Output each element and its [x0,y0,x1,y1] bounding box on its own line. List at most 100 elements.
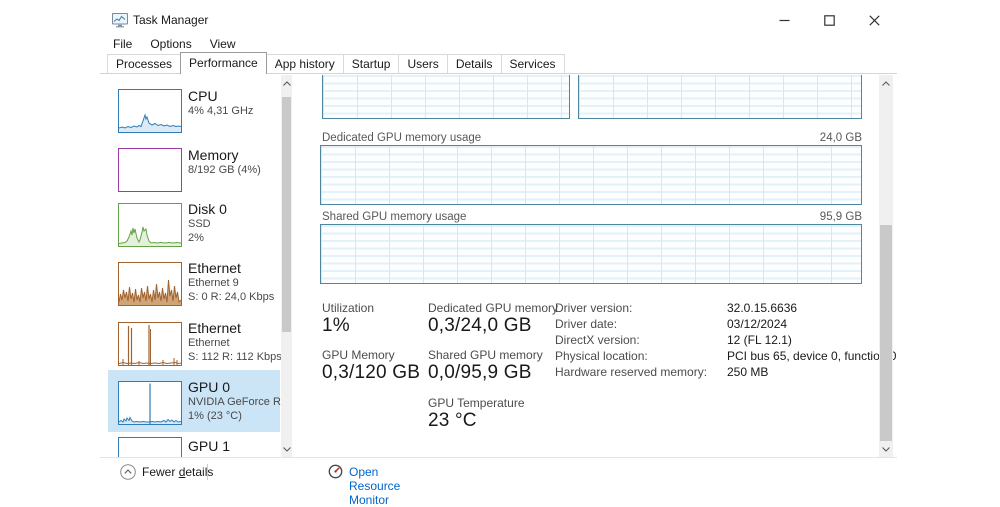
sidebar-scroll-down-icon[interactable] [281,441,292,457]
sidebar-ethernet-name: Ethernet [188,337,230,349]
maximize-button[interactable] [807,6,852,34]
shared-memory-graph [320,224,862,284]
gpu-temperature-label: GPU Temperature [428,396,525,410]
main-scroll-thumb[interactable] [880,225,892,441]
task-manager-window: Task Manager File Options View Processes… [100,6,897,507]
dedicated-memory-header: Dedicated GPU memory usage 24,0 GB [322,132,862,144]
dedicated-memory-label: Dedicated GPU memory usage [322,132,482,144]
sidebar-item-disk0[interactable]: Disk 0 SSD 2% [108,201,280,259]
driver-version-row: Driver version: 32.0.15.6636 [555,301,797,315]
shared-memory-max: 95,9 GB [819,211,862,223]
shared-gpu-memory-label: Shared GPU memory [428,348,543,362]
ethernet9-sparkline [118,262,182,306]
shared-memory-header: Shared GPU memory usage 95,9 GB [322,211,862,223]
memory-sparkline [118,148,182,192]
directx-version-label: DirectX version: [555,333,640,347]
sidebar-memory-stats: 8/192 GB (4%) [188,164,261,176]
sidebar-ethernet9-rate: S: 0 R: 24,0 Kbps [188,290,275,303]
sidebar-scroll-thumb[interactable] [282,97,291,332]
gpu1-sparkline [118,437,182,457]
main-scroll-down-icon[interactable] [879,441,893,457]
cpu-sparkline [118,89,182,133]
dedicated-gpu-memory-label: Dedicated GPU memory [428,301,559,315]
tab-app-history[interactable]: App history [265,54,344,73]
utilization-value: 1% [322,315,350,336]
sidebar-disk-usage: 2% [188,231,204,244]
sidebar-cpu-stats: 4% 4,31 GHz [188,105,254,117]
close-icon [869,14,880,26]
footer-bar: Fewer details Open Resource Monitor [100,462,897,507]
sidebar-item-memory[interactable]: Memory 8/192 GB (4%) [108,146,280,204]
fewer-details-button[interactable]: Fewer details [108,462,328,484]
menu-file[interactable]: File [113,37,133,51]
gpu-memory-label: GPU Memory [322,348,395,362]
gpu-engine-graph-right [578,75,862,119]
sidebar-ethernet-rate: S: 112 R: 112 Kbps [188,350,282,363]
open-resource-monitor-link[interactable]: Open Resource Monitor [212,462,402,507]
sidebar-item-gpu0[interactable]: GPU 0 NVIDIA GeForce R... 1% (23 °C) [108,370,291,432]
footer-separator [207,464,208,480]
driver-version-value: 32.0.15.6636 [727,301,798,315]
physical-location-value: PCI bus 65, device 0, function 0 [727,349,897,363]
chevron-up-circle-icon [120,464,136,480]
sidebar-disk-title: Disk 0 [188,201,227,217]
maximize-icon [824,14,835,26]
tab-strip: Processes Performance App history Startu… [100,52,897,74]
footer-divider [100,457,897,458]
sidebar-item-ethernet9[interactable]: Ethernet Ethernet 9 S: 0 R: 24,0 Kbps [108,260,280,318]
sidebar-gpu0-name: NVIDIA GeForce R... [188,396,291,408]
sidebar-item-cpu[interactable]: CPU 4% 4,31 GHz [108,87,280,145]
tab-processes[interactable]: Processes [107,54,182,73]
sidebar-gpu0-title: GPU 0 [188,379,231,395]
window-controls [762,6,897,34]
hardware-reserved-memory-label: Hardware reserved memory: [555,365,708,379]
window-title: Task Manager [133,13,209,27]
sidebar-scroll-up-icon[interactable] [281,75,292,91]
sidebar-disk-type: SSD [188,218,211,230]
tab-startup[interactable]: Startup [342,54,400,73]
directx-version-value: 12 (FL 12.1) [727,333,792,347]
sidebar-item-gpu1[interactable]: GPU 1 [108,435,280,457]
main-scroll-up-icon[interactable] [879,75,893,91]
sidebar-ethernet9-title: Ethernet [188,260,241,276]
tab-users[interactable]: Users [398,54,448,73]
sidebar-cpu-title: CPU [188,88,218,104]
shared-gpu-memory-value: 0,0/95,9 GB [428,362,532,383]
sidebar-ethernet-title: Ethernet [188,320,241,336]
driver-version-label: Driver version: [555,301,633,315]
performance-sidebar: CPU 4% 4,31 GHz Memory 8/192 GB (4%) Dis… [108,75,292,457]
ethernet-sparkline [118,322,182,366]
sidebar-gpu1-title: GPU 1 [188,438,231,454]
dedicated-memory-graph [320,145,862,205]
sidebar-scrollbar[interactable] [281,75,292,457]
minimize-icon [779,19,790,21]
resource-monitor-icon [328,464,343,479]
driver-date-row: Driver date: 03/12/2024 [555,317,787,331]
gpu-temperature-value: 23 °C [428,410,477,431]
main-scrollbar[interactable] [879,75,893,457]
sidebar-memory-title: Memory [188,147,239,163]
tab-details[interactable]: Details [446,54,502,73]
gpu-memory-value: 0,3/120 GB [322,362,421,383]
directx-version-row: DirectX version: 12 (FL 12.1) [555,333,792,347]
gpu0-sparkline [118,381,182,425]
menu-view[interactable]: View [209,37,236,51]
fewer-details-label: Fewer details [142,465,214,479]
gpu-performance-panel: Dedicated GPU memory usage 24,0 GB Share… [310,75,896,457]
tab-services[interactable]: Services [500,54,565,73]
menu-bar: File Options View [104,35,245,53]
menu-options[interactable]: Options [150,37,192,51]
physical-location-row: Physical location: PCI bus 65, device 0, … [555,349,896,363]
driver-date-label: Driver date: [555,317,618,331]
sidebar-gpu0-usage: 1% (23 °C) [188,409,242,422]
dedicated-gpu-memory-value: 0,3/24,0 GB [428,315,532,336]
close-button[interactable] [852,6,897,34]
sidebar-item-ethernet[interactable]: Ethernet Ethernet S: 112 R: 112 Kbps [108,320,282,378]
physical-location-label: Physical location: [555,349,648,363]
utilization-label: Utilization [322,301,375,315]
minimize-button[interactable] [762,6,807,34]
tab-performance[interactable]: Performance [180,52,267,74]
disk-sparkline [118,203,182,247]
open-resource-monitor-label: Open Resource Monitor [349,465,401,507]
gpu-engine-graph-left [322,75,570,119]
